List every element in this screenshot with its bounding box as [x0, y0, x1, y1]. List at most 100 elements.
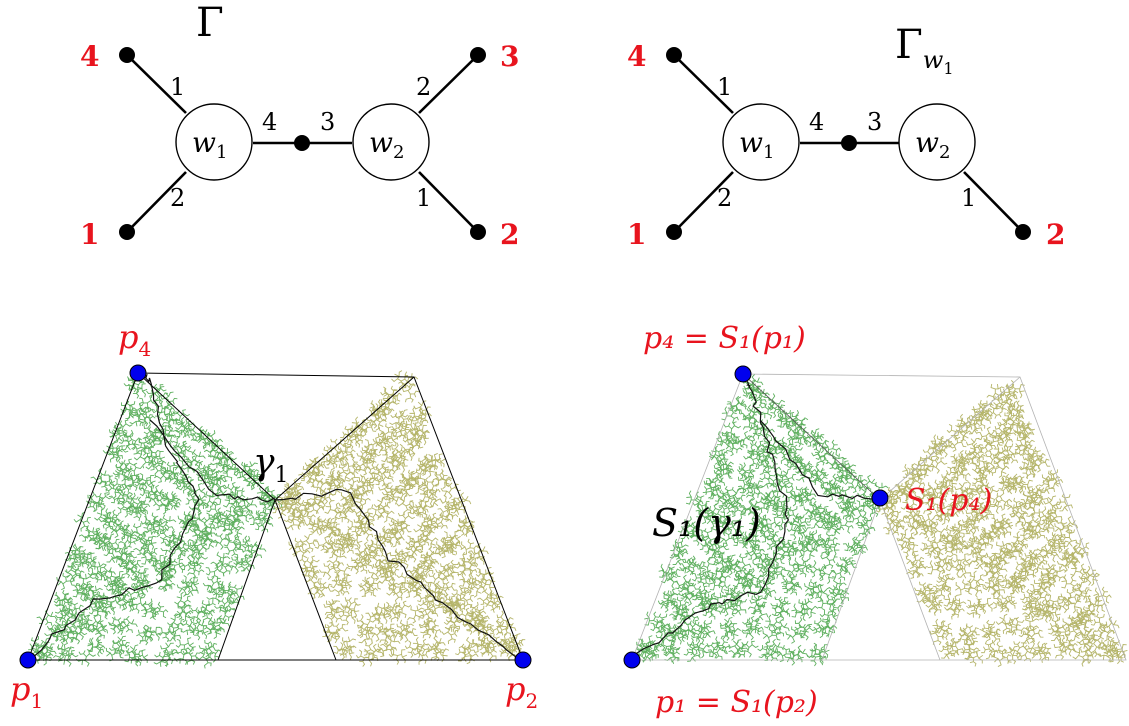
- edge-top-left: [673, 54, 734, 114]
- fractal-texture: [26, 368, 526, 672]
- vertex-label-w1: w1: [739, 126, 774, 163]
- leaf-node: [470, 224, 486, 240]
- fractal-branch: [332, 639, 354, 659]
- leaf-label-top-left: 4: [80, 40, 99, 73]
- leaf-label-bottom-left: 1: [80, 218, 99, 251]
- fractal-branch: [1076, 642, 1100, 667]
- fractal-branch: [439, 478, 463, 501]
- edge-top-right: [418, 54, 479, 114]
- fractal-branch: [73, 644, 100, 670]
- fractal-branch: [179, 574, 204, 600]
- edge-label: 3: [867, 108, 882, 136]
- fractal-branch: [1029, 484, 1053, 509]
- edge-label: 1: [961, 184, 976, 212]
- vertex-w2: [352, 103, 430, 181]
- label-bottom: p₁ = S₁(p₂): [655, 685, 818, 720]
- leaf-node: [119, 47, 135, 63]
- label-p1: p1: [10, 670, 43, 713]
- fractal-branch: [1056, 570, 1084, 598]
- fractal-branch: [82, 489, 109, 516]
- fractal-branch: [769, 601, 793, 623]
- fractal-branch: [774, 407, 797, 431]
- inner-edge: [879, 499, 941, 661]
- fractal-branch: [68, 579, 95, 606]
- fractal-branch: [955, 623, 977, 647]
- graph-gamma-w1: Γw1 w1 w2 4 1 2 1 2 4 3 1: [627, 22, 1065, 251]
- fractal-branch: [328, 557, 354, 584]
- fractal-branch: [219, 512, 246, 539]
- leaf-label-top-left: 4: [627, 40, 646, 73]
- fractal-branch: [463, 546, 489, 570]
- label-top: p₄ = S₁(p₁): [643, 321, 806, 356]
- leaf-label-bottom-left: 1: [627, 218, 646, 251]
- point-p1: [19, 651, 37, 669]
- label-S1-gamma1: S₁(γ₁): [652, 501, 761, 545]
- fractal-branch: [657, 593, 679, 614]
- edge-bottom-left: [126, 171, 187, 233]
- graph-title: Γ: [196, 0, 224, 46]
- fractal-branch: [1103, 643, 1129, 669]
- fractal-branch: [1057, 548, 1084, 574]
- leaf-node: [666, 224, 682, 240]
- edge-bottom-left: [673, 171, 734, 233]
- leaf-node: [666, 47, 682, 63]
- fractal-branch: [813, 560, 839, 587]
- fractal-branch: [949, 449, 971, 469]
- fractal-branch: [963, 596, 990, 623]
- point-p1: [623, 651, 641, 669]
- fractal-branch: [384, 581, 408, 606]
- label-gamma1: γ1: [253, 442, 289, 488]
- fractal-branch: [367, 601, 394, 629]
- label-S1-p4: S₁(p₄): [905, 483, 992, 518]
- leaf-node: [119, 224, 135, 240]
- fractal-branch: [932, 436, 958, 460]
- fractal-branch: [969, 456, 994, 480]
- inner-edge: [274, 376, 415, 661]
- edge-label: 1: [717, 73, 732, 101]
- edge-label: 2: [416, 73, 431, 101]
- fractal-branch: [913, 578, 936, 600]
- edge-label: 4: [809, 108, 824, 136]
- fractal-branch: [762, 637, 785, 659]
- fractal-branch: [755, 397, 782, 424]
- fractal-branch: [1054, 490, 1077, 515]
- point-p4: [734, 365, 752, 383]
- fractal-right: p₄ = S₁(p₁) p₁ = S₁(p₂) S₁(p₄) S₁(γ₁): [623, 321, 1129, 720]
- curve-gamma1: [27, 372, 522, 662]
- edge-label: 1: [416, 184, 431, 212]
- fractal-branch: [725, 394, 748, 416]
- middle-node: [841, 135, 857, 151]
- fractal-branch: [317, 559, 342, 582]
- fractal-branch: [715, 594, 743, 622]
- edge-bottom-right: [963, 171, 1024, 233]
- curve-S1-gamma1: [631, 372, 882, 661]
- fractal-branch: [708, 632, 735, 659]
- leaf-node: [470, 47, 486, 63]
- fractal-branch: [741, 613, 768, 640]
- fractal-branch: [354, 546, 375, 566]
- fractal-branch: [1032, 641, 1054, 665]
- fractal-branch: [133, 623, 157, 649]
- fractal-branch: [203, 616, 226, 641]
- fractal-branch: [1069, 579, 1096, 606]
- fractal-branch: [107, 486, 131, 508]
- fractal-branch: [456, 536, 482, 560]
- leaf-node: [1015, 224, 1031, 240]
- fractal-branch: [328, 575, 355, 602]
- fractal-branch: [804, 556, 831, 583]
- vertex-w1: [175, 103, 253, 181]
- fractal-branch: [127, 644, 152, 669]
- label-p4: p4: [118, 318, 151, 361]
- edge-bottom-right: [418, 171, 479, 233]
- edge-label: 4: [262, 108, 277, 136]
- fractal-branch: [736, 568, 758, 592]
- point-p4: [129, 364, 147, 382]
- fractal-branch: [1015, 622, 1041, 649]
- fractal-left: p4 p1 p2 γ1: [10, 318, 538, 713]
- fractal-branch: [219, 529, 246, 556]
- inner-edge: [879, 376, 1021, 501]
- fractal-branch: [155, 644, 183, 671]
- point-S1-p4: [871, 489, 889, 507]
- fractal-branch: [72, 511, 93, 533]
